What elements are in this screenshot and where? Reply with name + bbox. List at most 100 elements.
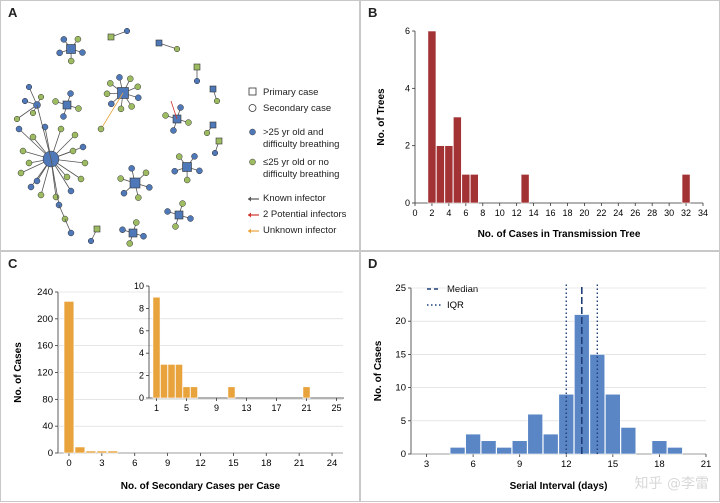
secondary-case-node (135, 195, 141, 201)
secondary-case-node (172, 168, 178, 174)
primary-case-node (210, 122, 216, 128)
secondary-case-node (116, 74, 122, 80)
x-tick-label: 3 (424, 459, 429, 470)
y-tick-label: 4 (405, 83, 410, 93)
bar (667, 447, 682, 454)
x-tick-label: 21 (294, 458, 305, 469)
legend-unknown-label: Unknown infector (263, 225, 336, 237)
secondary-case-node (127, 241, 133, 247)
secondary-case-node (121, 190, 127, 196)
secondary-case-node (28, 184, 34, 190)
secondary-case-node (184, 177, 190, 183)
secondary-case-node (70, 148, 76, 154)
secondary-case-node (20, 148, 26, 154)
panel-b: B No. of Cases in Transmission Tree No. … (360, 0, 720, 251)
inset-bar (183, 387, 190, 398)
secondary-case-node (172, 223, 178, 229)
x-tick-label: 22 (596, 208, 606, 218)
y-tick-label: 5 (401, 416, 406, 427)
secondary-case-node (174, 46, 180, 52)
y-tick-label: 0 (405, 198, 410, 208)
bar (86, 451, 96, 453)
secondary-case-node (119, 227, 125, 233)
x-tick-label: 6 (463, 208, 468, 218)
bar (605, 394, 620, 454)
y-tick-label: 15 (395, 349, 406, 360)
primary-case-node (130, 178, 140, 188)
bar (470, 174, 478, 203)
y-tick-label: 10 (395, 383, 406, 394)
inset-x-tick-label: 21 (301, 403, 311, 413)
secondary-case-node (187, 216, 193, 222)
inset-bar (153, 297, 160, 398)
secondary-case-node (118, 106, 124, 112)
inset-y-tick-label: 2 (139, 371, 144, 381)
secondary-case-node (129, 103, 135, 109)
inset-x-tick-label: 9 (214, 403, 219, 413)
inset-bar (228, 387, 235, 398)
x-tick-label: 9 (165, 458, 170, 469)
secondary-case-node (163, 112, 169, 118)
secondary-case-node (141, 233, 147, 239)
x-tick-label: 34 (698, 208, 708, 218)
secondary-case-node (38, 94, 44, 100)
bar (466, 434, 481, 454)
primary-case-node (129, 229, 137, 237)
secondary-case-node (30, 134, 36, 140)
y-tick-label: 240 (37, 287, 53, 298)
panel-d: D Serial Interval (days) No. of Cases Me… (360, 251, 720, 502)
bar (621, 427, 636, 454)
secondary-case-node (135, 84, 141, 90)
x-tick-label: 9 (517, 459, 522, 470)
y-axis-label: No. of Trees (376, 88, 387, 146)
secondary-case-node (22, 98, 28, 104)
x-tick-label: 14 (529, 208, 539, 218)
bar (64, 301, 74, 453)
x-tick-label: 4 (446, 208, 451, 218)
x-tick-label: 15 (228, 458, 239, 469)
bar (436, 146, 444, 203)
secondary-case-node (38, 192, 44, 198)
secondary-case-node (18, 170, 24, 176)
secondary-case-node (104, 91, 110, 97)
x-tick-label: 3 (99, 458, 104, 469)
secondary-case-node (68, 230, 74, 236)
legend-potential-label: 2 Potential infectors (263, 209, 346, 221)
bar (462, 174, 470, 203)
x-tick-label: 6 (470, 459, 475, 470)
legend-secondary-label: Secondary case (263, 103, 331, 115)
bar (481, 441, 496, 454)
y-tick-label: 120 (37, 368, 53, 379)
secondary-case-node (57, 50, 63, 56)
y-tick-label: 25 (395, 283, 406, 294)
primary-case-node (183, 163, 192, 172)
secondary-case-node (191, 153, 197, 159)
secondary-case-node (60, 113, 66, 119)
legend-unknown-arrow-head (248, 229, 251, 234)
secondary-case-node (146, 184, 152, 190)
secondary-case-node (170, 127, 176, 133)
y-tick-label: 0 (48, 448, 53, 459)
primary-case-node (94, 226, 100, 232)
inset-y-tick-label: 4 (139, 348, 144, 358)
x-tick-label: 30 (664, 208, 674, 218)
legend-potential-arrow-head (248, 213, 251, 218)
secondary-case-node (185, 120, 191, 126)
y-tick-label: 160 (37, 341, 53, 352)
chart-b: No. of Cases in Transmission Tree No. of… (361, 1, 720, 252)
bar (682, 174, 690, 203)
secondary-case-node (75, 36, 81, 42)
inset-bar (190, 387, 197, 398)
bar (108, 451, 118, 453)
secondary-case-node (30, 110, 36, 116)
legend-median-label: Median (447, 284, 478, 295)
x-tick-label: 0 (412, 208, 417, 218)
secondary-case-node (78, 176, 84, 182)
secondary-case-node (143, 170, 149, 176)
inset-bar (303, 387, 310, 398)
legend-blue-icon (250, 129, 256, 135)
inset-x-tick-label: 17 (271, 403, 281, 413)
secondary-case-node (135, 95, 141, 101)
primary-case-node (156, 40, 162, 46)
legend-iqr-label: IQR (447, 300, 464, 311)
